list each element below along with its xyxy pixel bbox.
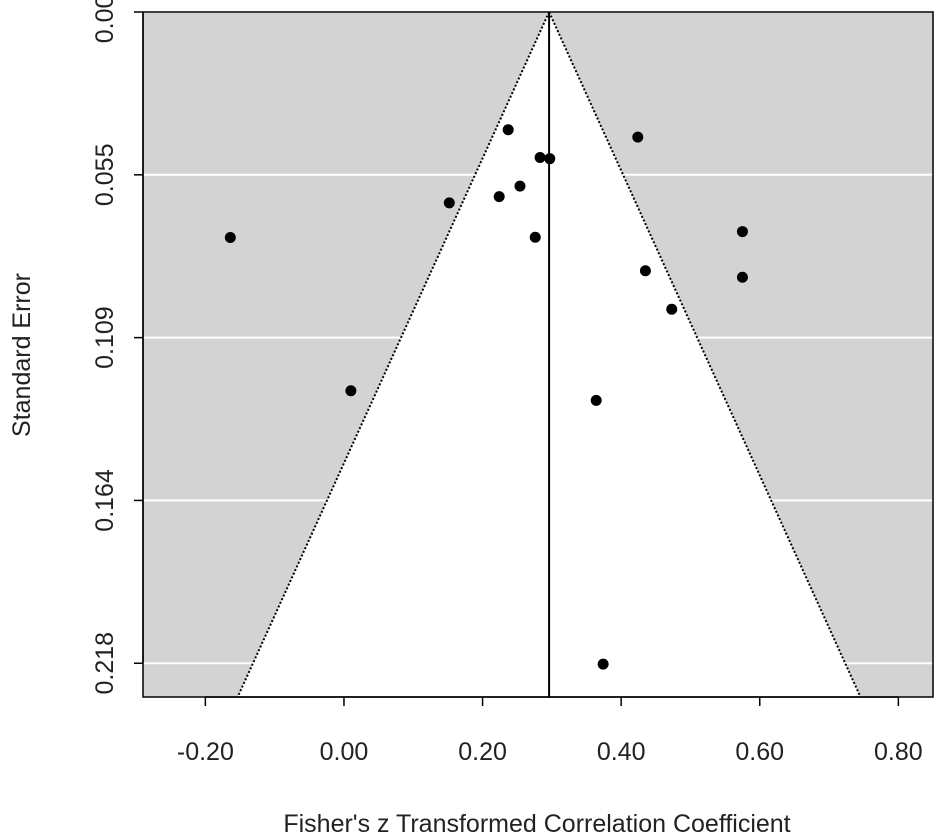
data-point-3 — [493, 191, 505, 203]
data-point-0 — [224, 232, 236, 244]
data-point-11 — [632, 131, 644, 143]
x-axis: -0.20 0.00 0.20 0.40 0.60 0.80 — [177, 696, 923, 766]
data-point-1 — [345, 385, 357, 397]
data-point-4 — [502, 124, 514, 136]
y-tick-label-4: 0.218 — [91, 632, 119, 695]
y-tick-label-3: 0.164 — [91, 469, 119, 532]
data-point-10 — [597, 658, 609, 670]
data-point-6 — [529, 231, 541, 243]
data-point-15 — [736, 271, 748, 283]
funnel-right-boundary — [548, 12, 862, 697]
y-tick-label-2: 0.109 — [91, 306, 119, 369]
y-axis: 0.000 0.055 0.109 0.164 0.218 — [91, 0, 144, 695]
y-tick-label-1: 0.055 — [91, 144, 119, 207]
data-point-8 — [544, 153, 556, 165]
y-axis-title: Standard Error — [8, 273, 36, 437]
data-point-12 — [639, 265, 651, 277]
data-point-14 — [736, 226, 748, 238]
data-point-13 — [666, 303, 678, 315]
x-tick-label-2: 0.20 — [458, 738, 507, 766]
plot-panel — [142, 11, 934, 698]
x-axis-title: Fisher's z Transformed Correlation Coeff… — [283, 810, 790, 838]
x-tick-label-0: -0.20 — [177, 738, 234, 766]
x-tick-label-1: 0.00 — [320, 738, 369, 766]
x-tick-label-5: 0.80 — [874, 738, 923, 766]
data-point-9 — [590, 394, 602, 406]
data-point-2 — [443, 197, 455, 209]
data-point-5 — [514, 180, 526, 192]
x-tick-label-3: 0.40 — [597, 738, 646, 766]
y-tick-label-0: 0.000 — [91, 0, 119, 43]
funnel-left-boundary — [236, 12, 550, 697]
data-point-7 — [534, 151, 546, 163]
x-tick-label-4: 0.60 — [735, 738, 784, 766]
